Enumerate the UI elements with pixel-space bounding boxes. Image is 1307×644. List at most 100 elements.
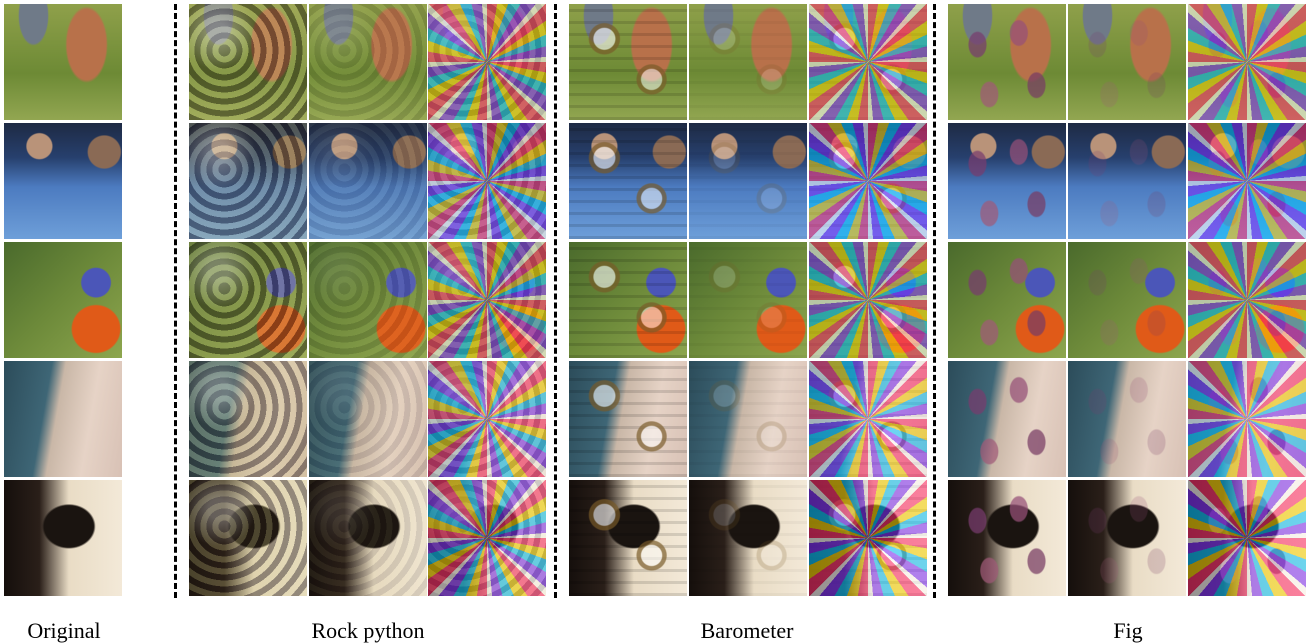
feature-visualization-overlay: [1188, 480, 1306, 596]
image-tile-fig-strong-parrot: [948, 242, 1066, 358]
caption-rock-python: Rock python: [311, 618, 425, 643]
style-overlay: [948, 361, 1066, 477]
feature-visualization-overlay: [809, 123, 927, 239]
style-overlay: [309, 361, 427, 477]
feature-visualization-overlay: [428, 361, 546, 477]
style-overlay: [1068, 242, 1186, 358]
style-overlay: [189, 242, 307, 358]
image-tile-barometer-strong-parrot: [569, 242, 687, 358]
caption-fig: Fig: [1113, 618, 1143, 643]
image-tile-rock-python-psy-panda: [428, 480, 546, 596]
style-overlay: [689, 4, 807, 120]
style-overlay: [309, 123, 427, 239]
separator-3: [933, 4, 936, 598]
style-overlay: [189, 361, 307, 477]
feature-visualization-overlay: [1188, 361, 1306, 477]
image-tile-fig-psy-canal: [1188, 361, 1306, 477]
image-tile-rock-python-psy-baseball-players: [428, 123, 546, 239]
style-overlay: [1068, 480, 1186, 596]
image-tile-fig-light-baseball-players: [1068, 123, 1186, 239]
image-tile-rock-python-psy-canal: [428, 361, 546, 477]
caption-original: Original: [27, 618, 101, 643]
style-overlay: [569, 123, 687, 239]
image-tile-rock-python-strong-baseball-players: [189, 123, 307, 239]
image-tile-fig-light-panda: [1068, 480, 1186, 596]
feature-visualization-overlay: [809, 4, 927, 120]
style-overlay: [1068, 361, 1186, 477]
feature-visualization-overlay: [1188, 242, 1306, 358]
feature-visualization-overlay: [1188, 123, 1306, 239]
image-tile-barometer-light-canal: [689, 361, 807, 477]
style-overlay: [689, 361, 807, 477]
image-tile-rock-python-psy-dog: [428, 4, 546, 120]
image-tile-barometer-strong-baseball-players: [569, 123, 687, 239]
style-overlay: [569, 4, 687, 120]
style-overlay: [689, 242, 807, 358]
style-overlay: [189, 4, 307, 120]
image-tile-original-plain-parrot: [4, 242, 122, 358]
image-tile-barometer-psy-dog: [809, 4, 927, 120]
image-tile-rock-python-strong-parrot: [189, 242, 307, 358]
style-overlay: [689, 480, 807, 596]
style-overlay: [309, 480, 427, 596]
feature-visualization-overlay: [428, 123, 546, 239]
image-tile-original-plain-canal: [4, 361, 122, 477]
image-tile-rock-python-strong-dog: [189, 4, 307, 120]
image-tile-rock-python-strong-canal: [189, 361, 307, 477]
image-tile-barometer-psy-parrot: [809, 242, 927, 358]
feature-visualization-overlay: [809, 361, 927, 477]
image-tile-fig-psy-parrot: [1188, 242, 1306, 358]
feature-visualization-overlay: [809, 242, 927, 358]
feature-visualization-overlay: [428, 480, 546, 596]
image-tile-barometer-psy-canal: [809, 361, 927, 477]
image-tile-fig-psy-dog: [1188, 4, 1306, 120]
separator-2: [554, 4, 557, 598]
image-tile-fig-strong-panda: [948, 480, 1066, 596]
image-tile-rock-python-strong-panda: [189, 480, 307, 596]
style-overlay: [569, 242, 687, 358]
feature-visualization-overlay: [809, 480, 927, 596]
image-tile-original-plain-panda: [4, 480, 122, 596]
image-tile-rock-python-light-baseball-players: [309, 123, 427, 239]
style-overlay: [189, 480, 307, 596]
image-tile-fig-light-dog: [1068, 4, 1186, 120]
image-tile-fig-light-canal: [1068, 361, 1186, 477]
style-overlay: [569, 361, 687, 477]
image-tile-barometer-strong-dog: [569, 4, 687, 120]
image-tile-rock-python-psy-parrot: [428, 242, 546, 358]
separator-1: [174, 4, 177, 598]
image-tile-barometer-strong-panda: [569, 480, 687, 596]
style-overlay: [948, 123, 1066, 239]
feature-visualization-overlay: [1188, 4, 1306, 120]
style-overlay: [948, 242, 1066, 358]
image-tile-barometer-light-baseball-players: [689, 123, 807, 239]
image-tile-fig-psy-baseball-players: [1188, 123, 1306, 239]
feature-visualization-overlay: [428, 242, 546, 358]
image-tile-fig-strong-baseball-players: [948, 123, 1066, 239]
image-tile-fig-light-parrot: [1068, 242, 1186, 358]
style-overlay: [948, 480, 1066, 596]
style-overlay: [569, 480, 687, 596]
image-tile-barometer-light-dog: [689, 4, 807, 120]
image-tile-rock-python-light-panda: [309, 480, 427, 596]
image-tile-original-plain-baseball-players: [4, 123, 122, 239]
image-tile-fig-strong-canal: [948, 361, 1066, 477]
feature-visualization-overlay: [428, 4, 546, 120]
image-tile-barometer-strong-canal: [569, 361, 687, 477]
style-overlay: [1068, 123, 1186, 239]
style-overlay: [689, 123, 807, 239]
image-tile-rock-python-light-dog: [309, 4, 427, 120]
image-tile-barometer-psy-panda: [809, 480, 927, 596]
image-tile-barometer-light-panda: [689, 480, 807, 596]
style-overlay: [309, 242, 427, 358]
image-tile-fig-strong-dog: [948, 4, 1066, 120]
image-tile-barometer-psy-baseball-players: [809, 123, 927, 239]
image-tile-rock-python-light-canal: [309, 361, 427, 477]
caption-barometer: Barometer: [700, 618, 794, 643]
image-tile-original-plain-dog: [4, 4, 122, 120]
image-tile-rock-python-light-parrot: [309, 242, 427, 358]
image-tile-fig-psy-panda: [1188, 480, 1306, 596]
style-overlay: [189, 123, 307, 239]
style-overlay: [948, 4, 1066, 120]
image-tile-barometer-light-parrot: [689, 242, 807, 358]
